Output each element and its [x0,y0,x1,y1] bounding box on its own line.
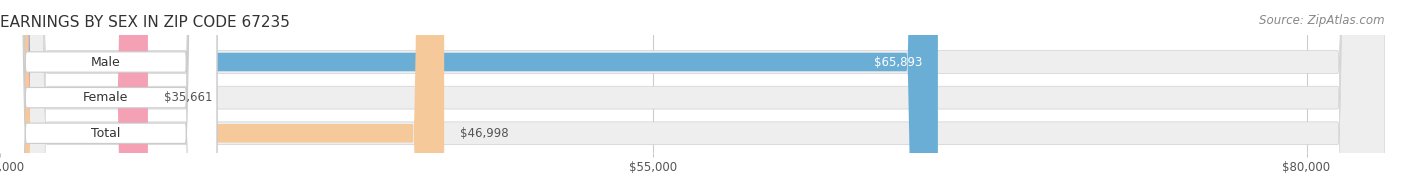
Text: $46,998: $46,998 [460,127,509,140]
Text: EARNINGS BY SEX IN ZIP CODE 67235: EARNINGS BY SEX IN ZIP CODE 67235 [0,15,290,30]
Text: Total: Total [91,127,121,140]
FancyBboxPatch shape [0,0,217,196]
Text: $35,661: $35,661 [163,91,212,104]
FancyBboxPatch shape [0,0,217,196]
FancyBboxPatch shape [0,0,148,196]
Text: Source: ZipAtlas.com: Source: ZipAtlas.com [1260,14,1385,27]
Text: Male: Male [91,55,121,69]
FancyBboxPatch shape [0,0,938,196]
Text: $65,893: $65,893 [875,55,922,69]
FancyBboxPatch shape [0,0,444,196]
Text: Female: Female [83,91,128,104]
FancyBboxPatch shape [0,0,217,196]
